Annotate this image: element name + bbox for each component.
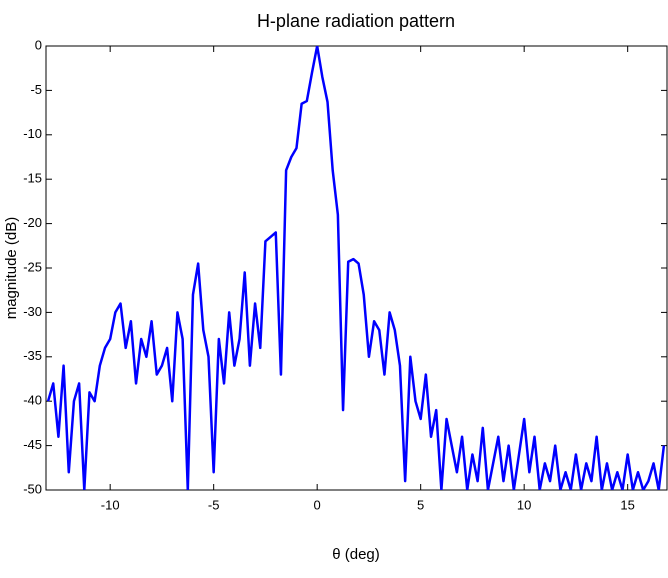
y-tick-label: -35 [23,348,42,363]
y-tick-label: 0 [35,37,42,52]
y-tick-label: -50 [23,481,42,496]
y-tick-label: -25 [23,259,42,274]
y-tick-label: -45 [23,437,42,452]
data-line [46,46,666,490]
x-tick-label: 0 [314,497,321,512]
y-tick-label: -20 [23,215,42,230]
chart-title: H-plane radiation pattern [257,11,455,31]
y-tick-label: -5 [30,82,42,97]
y-tick-label: -10 [23,126,42,141]
x-tick-label: 15 [620,497,634,512]
y-tick-label: -15 [23,171,42,186]
y-tick-label: -40 [23,393,42,408]
plot-frame [45,45,668,491]
y-axis-label: magnitude (dB) [3,217,20,320]
x-tick-label: 10 [517,497,531,512]
y-tick-label: -30 [23,304,42,319]
x-tick-label: 5 [417,497,424,512]
x-tick-label: -10 [101,497,120,512]
x-axis-label: θ (deg) [332,546,380,563]
x-tick-label: -5 [208,497,220,512]
